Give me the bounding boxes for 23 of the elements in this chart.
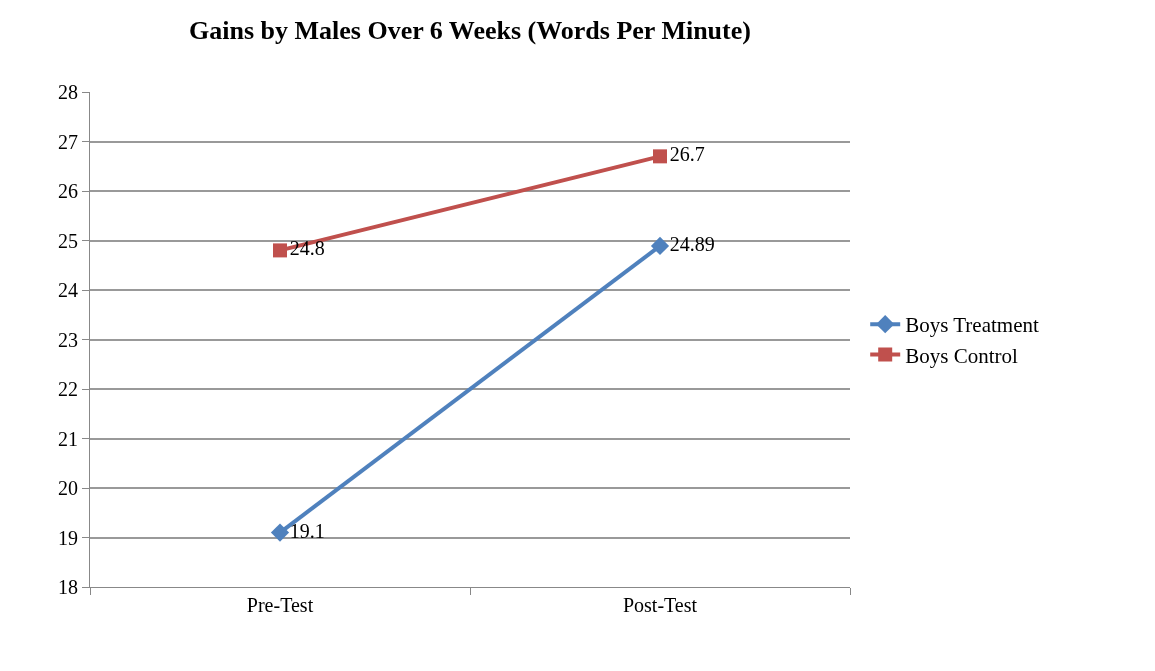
x-tick-label: Pre-Test: [246, 594, 314, 616]
x-tick-label: Post-Test: [622, 594, 698, 616]
y-tick-label: 25: [58, 229, 78, 252]
y-tick-label: 20: [58, 477, 78, 499]
legend-label: Boys Treatment: [905, 313, 1039, 338]
y-tick-label: 24: [58, 279, 78, 301]
y-tick-label: 28: [58, 81, 78, 103]
legend-label: Boys Control: [905, 343, 1018, 368]
y-tick-label: 23: [58, 328, 78, 351]
point: [273, 243, 287, 258]
y-tick-label: 21: [58, 427, 78, 450]
y-tick-label: 22: [58, 378, 78, 400]
data-label: 24.89: [669, 232, 715, 255]
point: [650, 236, 670, 256]
y-tick-label: 19: [58, 526, 78, 549]
data-label: 19.1: [289, 519, 325, 542]
data-label: 26.7: [669, 143, 705, 166]
point: [270, 523, 290, 542]
point: [653, 149, 667, 164]
y-tick-label: 26: [58, 180, 78, 202]
y-tick-label: 18: [58, 576, 78, 598]
y-tick-label: 27: [58, 130, 78, 153]
chart-title: Gains by Males Over 6 Weeks (Words Per Minute): [189, 16, 751, 46]
